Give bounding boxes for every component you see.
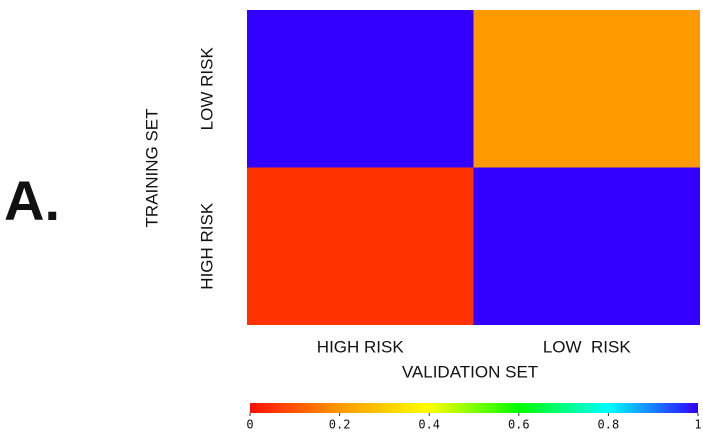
column-label: HIGH RISK (317, 337, 405, 356)
heatmap-cell (473, 167, 700, 325)
y-axis-title: TRAINING SET (142, 108, 161, 227)
colorbar (250, 403, 698, 413)
heatmap-cell (247, 167, 474, 325)
heatmap-cell (473, 10, 700, 168)
colorbar-tick-label: 0.6 (508, 418, 530, 432)
x-axis-title: VALIDATION SET (402, 362, 538, 381)
colorbar-tick-label: 0.4 (418, 418, 440, 432)
colorbar-tick-label: 0.8 (598, 418, 620, 432)
row-label: LOW RISK (197, 47, 216, 131)
colorbar-tick-label: 0.2 (329, 418, 351, 432)
heatmap-cell (247, 10, 474, 168)
column-label: LOW RISK (543, 337, 632, 356)
row-label: HIGH RISK (197, 202, 216, 290)
colorbar-tick-label: 1 (694, 418, 701, 432)
colorbar-tick-label: 0 (246, 418, 253, 432)
panel-label: A. (4, 169, 60, 232)
